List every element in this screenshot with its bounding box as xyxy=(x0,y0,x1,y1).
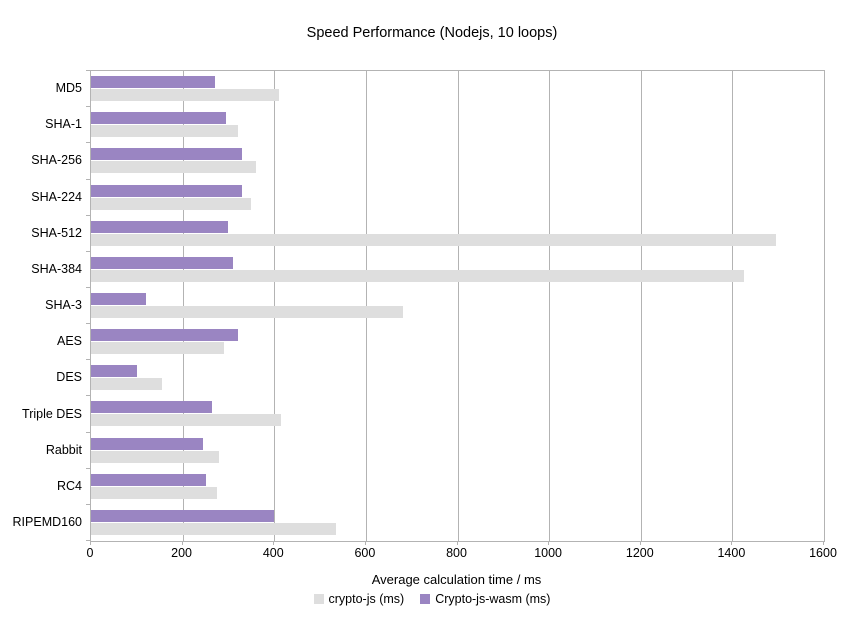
gridline xyxy=(640,71,642,541)
y-axis-tick xyxy=(86,250,90,252)
x-axis-tick xyxy=(273,541,275,545)
legend-swatch xyxy=(420,594,431,604)
y-axis-tick xyxy=(86,503,90,505)
x-axis-tick-label: 1200 xyxy=(625,546,654,560)
bar-crypto-js-wasm-ms--md5 xyxy=(91,76,215,88)
y-axis-tick xyxy=(86,106,90,108)
y-axis-label: SHA-224 xyxy=(31,189,82,204)
bar-crypto-js-wasm-ms--rc4 xyxy=(91,473,206,486)
x-axis-tick xyxy=(456,541,458,545)
x-axis-tick-label: 400 xyxy=(262,546,284,560)
legend-item: crypto-js (ms) xyxy=(313,592,405,606)
gridline xyxy=(732,71,734,541)
y-axis-label: RIPEMD160 xyxy=(12,514,82,529)
x-axis-tick xyxy=(731,541,733,545)
gridline xyxy=(549,71,551,541)
bar-crypto-js-ms--des xyxy=(91,378,162,391)
x-axis-tick xyxy=(181,541,183,545)
bar-crypto-js-wasm-ms--sha-256 xyxy=(91,148,243,161)
bar-crypto-js-ms--sha-512 xyxy=(91,233,776,246)
y-axis-tick xyxy=(86,214,90,216)
y-axis-tick xyxy=(86,540,90,541)
x-axis-tick xyxy=(639,541,641,545)
y-axis-tick xyxy=(86,142,90,144)
bar-crypto-js-wasm-ms--sha-384 xyxy=(91,256,233,269)
legend: crypto-js (ms) Crypto-js-wasm (ms) xyxy=(0,592,864,606)
y-axis-label: SHA-512 xyxy=(31,225,82,240)
bar-crypto-js-wasm-ms--ripemd160 xyxy=(91,509,275,522)
bar-crypto-js-ms--aes xyxy=(91,342,224,355)
x-axis-tick xyxy=(823,541,824,545)
y-axis-tick xyxy=(86,431,90,433)
bar-crypto-js-ms--triple-des xyxy=(91,414,282,427)
bar-crypto-js-ms--rabbit xyxy=(91,450,220,463)
bar-crypto-js-wasm-ms--des xyxy=(91,365,137,378)
legend-item: Crypto-js-wasm (ms) xyxy=(420,592,550,606)
chart-title: Speed Performance (Nodejs, 10 loops) xyxy=(306,25,558,41)
bar-crypto-js-ms--sha-256 xyxy=(91,161,256,174)
legend-label: Crypto-js-wasm (ms) xyxy=(435,592,551,606)
y-axis-label: RC4 xyxy=(56,478,82,493)
bar-crypto-js-ms--sha-224 xyxy=(91,197,252,210)
y-axis-tick xyxy=(86,70,90,71)
y-axis-tick xyxy=(86,286,90,288)
gridline xyxy=(457,71,459,541)
legend-label: crypto-js (ms) xyxy=(328,592,405,606)
bar-crypto-js-wasm-ms--triple-des xyxy=(91,401,213,414)
x-axis-tick-label: 1000 xyxy=(534,546,562,560)
x-axis-tick-label: 200 xyxy=(171,546,193,560)
x-axis-tick xyxy=(548,541,550,545)
y-axis-tick xyxy=(86,323,90,325)
x-axis-tick-label: 1600 xyxy=(809,546,837,560)
y-axis-label: AES xyxy=(56,334,82,349)
bar-crypto-js-ms--sha-1 xyxy=(91,125,238,138)
y-axis-label: SHA-1 xyxy=(45,117,82,132)
bar-crypto-js-ms--sha-384 xyxy=(91,269,744,282)
bar-crypto-js-wasm-ms--sha-512 xyxy=(91,220,229,233)
x-axis-tick xyxy=(364,541,366,545)
bar-crypto-js-ms--md5 xyxy=(91,89,279,101)
x-axis-tick-label: 800 xyxy=(446,546,467,560)
y-axis-label: Rabbit xyxy=(45,442,82,457)
legend-swatch xyxy=(313,594,324,604)
bar-crypto-js-ms--sha-3 xyxy=(91,305,403,318)
y-axis-label: SHA-3 xyxy=(45,298,82,312)
y-axis-tick xyxy=(86,178,90,180)
bar-crypto-js-ms--rc4 xyxy=(91,486,217,499)
x-axis-tick-label: 600 xyxy=(354,546,376,560)
plot-area xyxy=(90,70,825,542)
x-axis-tick xyxy=(90,541,91,545)
y-axis-tick xyxy=(86,359,90,361)
bar-crypto-js-wasm-ms--rabbit xyxy=(91,437,204,450)
x-axis-tick-label: 1400 xyxy=(717,546,746,560)
bar-crypto-js-wasm-ms--sha-224 xyxy=(91,184,243,197)
y-axis-label: DES xyxy=(56,370,82,385)
bar-crypto-js-wasm-ms--sha-1 xyxy=(91,112,227,125)
y-axis-label: SHA-384 xyxy=(31,261,82,276)
bar-crypto-js-wasm-ms--sha-3 xyxy=(91,292,146,305)
y-axis-tick xyxy=(86,395,90,397)
x-axis-tick-label: 0 xyxy=(86,546,94,560)
y-axis-label: MD5 xyxy=(55,81,82,96)
y-axis-label: SHA-256 xyxy=(31,153,82,168)
y-axis-label: Triple DES xyxy=(22,406,82,421)
x-axis-title: Average calculation time / ms xyxy=(371,572,542,587)
bar-crypto-js-ms--ripemd160 xyxy=(91,522,337,535)
y-axis-tick xyxy=(86,467,90,469)
bar-crypto-js-wasm-ms--aes xyxy=(91,329,238,342)
